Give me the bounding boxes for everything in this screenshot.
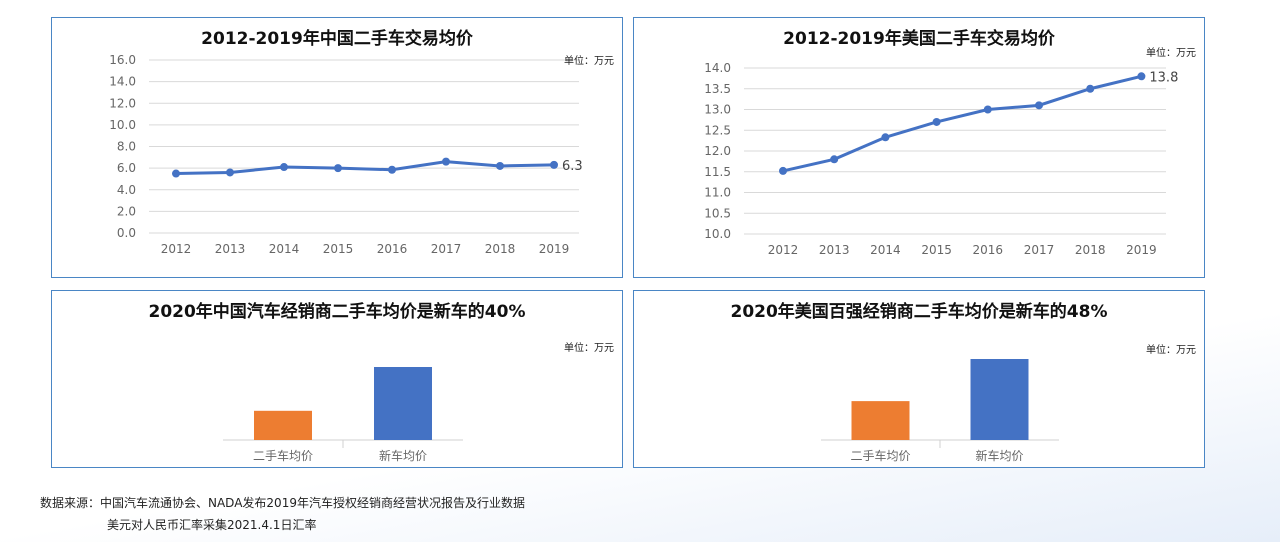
data-label: 13.8: [1149, 70, 1178, 85]
x-tick-label: 2018: [485, 242, 516, 256]
y-tick-label: 16.0: [109, 53, 136, 67]
data-point: [932, 117, 941, 126]
unit-label: 单位：万元: [564, 56, 614, 67]
chart-title: 2020年美国百强经销商二手车均价是新车的48%: [730, 302, 1108, 322]
data-point: [1035, 101, 1043, 110]
us-line-panel: 2012-2019年美国二手车交易均价 单位：万元 10.0 10.5 11.0 11…: [633, 17, 1205, 278]
y-tick-label: 13.0: [704, 103, 731, 117]
x-tick-label: 2015: [921, 243, 952, 257]
bar: [374, 367, 432, 440]
bar: [254, 410, 312, 440]
y-tick-label: 6.0: [117, 161, 136, 175]
chart-title: 2012-2019年美国二手车交易均价: [783, 29, 1055, 49]
china-bar-panel: 2020年中国汽车经销商二手车均价是新车的40% 单位：万元 二手车均价 新车均价: [51, 290, 623, 468]
china-line-panel: 2012-2019年中国二手车交易均价 单位：万元 0.0 2.0 4.0 6.0 8.…: [51, 17, 623, 278]
y-tick-label: 10.5: [704, 206, 731, 220]
x-tick-label: 2013: [215, 242, 246, 256]
x-tick-label: 新车均价: [975, 448, 1023, 463]
us-bar-panel: 2020年美国百强经销商二手车均价是新车的48% 单位：万元 二手车均价 新车均价: [633, 290, 1205, 468]
x-tick-label: 二手车均价: [850, 448, 910, 463]
x-tick-label: 2012: [161, 242, 192, 256]
china-line-chart: 0.0 2.0 4.0 6.0 8.0 10.0 12.0 14.0 16.0 2012 2013 2…: [109, 53, 583, 256]
data-point: [550, 160, 558, 169]
unit-label: 单位：万元: [1146, 345, 1196, 356]
data-point: [496, 161, 504, 170]
series-line: [782, 74, 1142, 173]
data-label: 6.3: [562, 159, 583, 174]
y-tick-label: 12.0: [704, 144, 731, 158]
x-tick-label: 2017: [1024, 243, 1055, 257]
x-tick-label: 2019: [539, 242, 570, 256]
x-tick-label: 2016: [973, 243, 1004, 257]
x-tick-label: 新车均价: [379, 448, 427, 463]
y-tick-label: 11.5: [704, 165, 731, 179]
x-tick-label: 2019: [1126, 243, 1157, 257]
data-point: [779, 166, 787, 175]
chart-title: 2020年中国汽车经销商二手车均价是新车的40%: [148, 302, 526, 322]
data-point: [226, 168, 234, 177]
data-point: [442, 157, 450, 166]
us-bar-chart: 二手车均价 新车均价: [821, 359, 1059, 463]
x-tick-label: 2014: [870, 243, 901, 257]
x-tick-label: 2013: [819, 243, 850, 257]
chart-title: 2012-2019年中国二手车交易均价: [201, 29, 473, 49]
x-tick-label: 2018: [1075, 243, 1106, 257]
y-tick-label: 10.0: [704, 227, 731, 241]
data-point: [388, 165, 396, 174]
data-point: [830, 155, 839, 164]
x-tick-label: 2012: [768, 243, 799, 257]
bar: [970, 359, 1029, 440]
y-tick-label: 12.5: [704, 123, 731, 137]
x-tick-label: 2015: [323, 242, 354, 256]
series-line: [175, 160, 555, 176]
data-point: [280, 163, 288, 172]
x-tick-label: 2014: [269, 242, 300, 256]
y-tick-label: 4.0: [117, 183, 136, 197]
footer-exchange-note: 美元对人民币汇率采集2021.4.1日汇率: [107, 518, 317, 532]
data-point: [983, 105, 992, 114]
unit-label: 单位：万元: [564, 343, 614, 354]
y-tick-label: 14.0: [109, 75, 136, 89]
y-tick-label: 8.0: [117, 140, 136, 154]
y-tick-label: 14.0: [704, 61, 731, 75]
unit-label: 单位：万元: [1146, 48, 1196, 59]
data-point: [334, 164, 342, 173]
y-tick-label: 12.0: [109, 96, 136, 110]
x-tick-label: 2017: [431, 242, 462, 256]
y-tick-label: 10.0: [109, 118, 136, 132]
y-tick-label: 0.0: [117, 226, 136, 240]
x-tick-label: 2016: [377, 242, 408, 256]
data-point: [1086, 84, 1095, 93]
y-tick-label: 2.0: [117, 204, 136, 218]
data-point: [172, 169, 180, 178]
y-tick-label: 11.0: [704, 186, 731, 200]
y-tick-label: 13.5: [704, 82, 731, 96]
data-point: [881, 133, 890, 142]
footer-source: 数据来源：中国汽车流通协会、NADA发布2019年汽车授权经销商经营状况报告及行…: [40, 496, 525, 510]
china-bar-chart: 二手车均价 新车均价: [223, 367, 463, 463]
x-tick-label: 二手车均价: [253, 448, 313, 463]
data-point: [1137, 72, 1146, 81]
bar: [851, 401, 910, 440]
us-line-chart: 10.0 10.5 11.0 11.5 12.0 12.5 13.0 13.5 14.0 2012…: [704, 61, 1178, 257]
